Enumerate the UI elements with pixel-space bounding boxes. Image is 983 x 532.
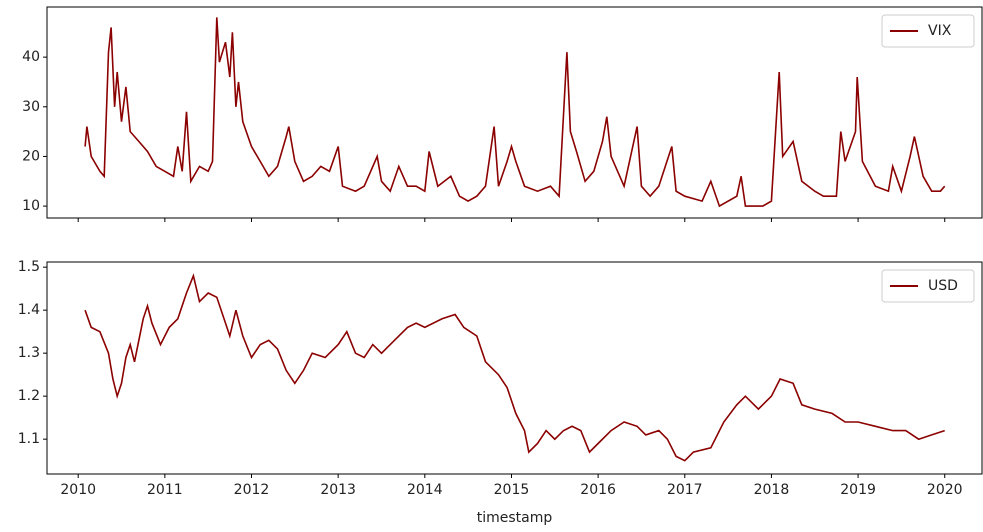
legend-label: USD <box>928 278 958 294</box>
x-tick-label: 2019 <box>840 482 876 498</box>
x-tick-label: 2018 <box>754 482 790 498</box>
x-tick-label: 2015 <box>494 482 530 498</box>
y-tick-label: 10 <box>22 198 40 214</box>
x-axis-label: timestamp <box>477 510 553 526</box>
data-line <box>84 17 946 208</box>
y-tick-label: 1.1 <box>18 431 40 447</box>
x-tick-label: 2016 <box>580 482 616 498</box>
x-tick-label: 2010 <box>60 482 96 498</box>
y-tick-label: 40 <box>22 49 40 65</box>
legend-box <box>881 14 975 48</box>
legend-label: VIX <box>928 23 952 39</box>
x-tick-label: 2011 <box>147 482 183 498</box>
axes-frame <box>46 6 983 219</box>
x-tick-label: 2017 <box>667 482 703 498</box>
x-tick-label: 2013 <box>320 482 356 498</box>
x-tick-label: 2020 <box>927 482 963 498</box>
y-tick-label: 1.2 <box>18 388 40 404</box>
y-tick-label: 1.4 <box>18 302 40 318</box>
x-tick-label: 2014 <box>407 482 443 498</box>
data-line <box>84 273 945 462</box>
y-tick-label: 30 <box>22 99 40 115</box>
x-tick-label: 2012 <box>234 482 270 498</box>
legend-box <box>881 269 975 303</box>
y-tick-label: 1.5 <box>18 259 40 275</box>
y-tick-label: 1.3 <box>18 345 40 361</box>
y-tick-label: 20 <box>22 148 40 164</box>
axes-frame <box>46 261 983 475</box>
